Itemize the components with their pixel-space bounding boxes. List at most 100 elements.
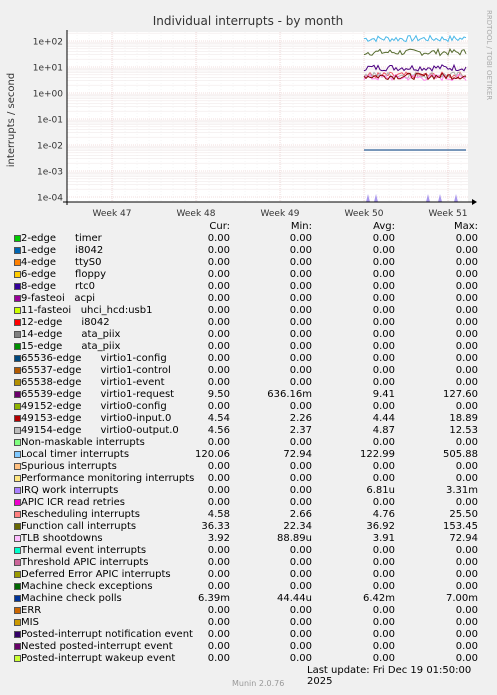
- legend-label: 65538-edge virtio1-event: [21, 377, 165, 388]
- legend-cur: 120.06: [195, 449, 230, 460]
- legend-max: 0.00: [455, 629, 478, 640]
- chart-title: Individual interrupts - by month: [153, 14, 344, 28]
- legend-avg: 0.00: [372, 269, 395, 280]
- legend-swatch: [14, 271, 21, 278]
- legend-avg: 0.00: [372, 653, 395, 664]
- x-tick-label: Week 47: [93, 209, 132, 219]
- legend-min: 0.00: [289, 617, 312, 628]
- legend-label: 8-edge rtc0: [21, 281, 95, 292]
- legend-min: 0.00: [289, 401, 312, 412]
- legend-avg: 6.42m: [362, 593, 395, 604]
- legend-label: Local timer interrupts: [21, 449, 130, 460]
- legend-avg: 0.00: [372, 245, 395, 256]
- legend-row: 6-edge floppy 0.00 0.00 0.00 0.00: [0, 269, 497, 281]
- legend-row: 49154-edge virtio0-output.0 4.56 2.37 4.87 1…: [0, 425, 497, 437]
- legend-swatch: [14, 643, 21, 650]
- legend-row: MIS 0.00 0.00 0.00 0.00: [0, 617, 497, 629]
- legend-swatch: [14, 535, 21, 542]
- legend-cur: 0.00: [207, 653, 230, 664]
- side-label: RRDTOOL / TOBI OETIKER: [485, 10, 493, 100]
- legend-swatch: [14, 295, 21, 302]
- legend-label: 9-fasteoi acpi: [21, 293, 96, 304]
- legend-avg: 0.00: [372, 629, 395, 640]
- legend-swatch: [14, 595, 21, 602]
- legend-label: Thermal event interrupts: [21, 545, 147, 556]
- legend-avg: 0.00: [372, 617, 395, 628]
- legend-cur: 0.00: [207, 377, 230, 388]
- legend-label: 14-edge ata_piix: [21, 329, 121, 340]
- legend-swatch: [14, 379, 21, 386]
- legend-row: APIC ICR read retries 0.00 0.00 0.00 0.00: [0, 497, 497, 509]
- legend-cur: 9.50: [207, 389, 230, 400]
- legend-avg: 0.00: [372, 305, 395, 316]
- legend-label: 65536-edge virtio1-config: [21, 353, 167, 364]
- legend-label: Spurious interrupts: [21, 461, 117, 472]
- legend-label: TLB shootdowns: [21, 533, 103, 544]
- legend-swatch: [14, 463, 21, 470]
- legend-swatch: [14, 259, 21, 266]
- legend-row: 12-edge i8042 0.00 0.00 0.00 0.00: [0, 317, 497, 329]
- legend-cur: 4.56: [207, 425, 230, 436]
- legend-swatch: [14, 247, 21, 254]
- legend-swatch: [14, 319, 21, 326]
- legend-cur: 0.00: [207, 401, 230, 412]
- legend-avg: 0.00: [372, 365, 395, 376]
- legend-cur: 3.92: [207, 533, 230, 544]
- legend-swatch: [14, 307, 21, 314]
- spike-mark: [426, 194, 430, 202]
- legend-cur: 4.54: [207, 413, 230, 424]
- legend-cur: 0.00: [207, 497, 230, 508]
- legend-min: 88.89u: [277, 533, 312, 544]
- legend-label: 65539-edge virtio1-request: [21, 389, 175, 400]
- legend-label: 2-edge timer: [21, 233, 102, 244]
- legend-avg: 0.00: [372, 233, 395, 244]
- legend-max: 0.00: [455, 341, 478, 352]
- header-max: Max:: [453, 221, 478, 232]
- legend-avg: 0.00: [372, 401, 395, 412]
- legend-max: 0.00: [455, 473, 478, 484]
- legend-max: 0.00: [455, 641, 478, 652]
- legend-min: 0.00: [289, 653, 312, 664]
- y-tick-label: 1e-04: [37, 194, 63, 204]
- legend-label: MIS: [21, 617, 39, 628]
- legend-min: 0.00: [289, 485, 312, 496]
- series-line: [363, 63, 467, 72]
- legend-cur: 0.00: [207, 365, 230, 376]
- legend-min: 0.00: [289, 545, 312, 556]
- legend-min: 0.00: [289, 629, 312, 640]
- legend-avg: 0.00: [372, 293, 395, 304]
- legend-cur: 0.00: [207, 569, 230, 580]
- legend-cur: 6.39m: [197, 593, 230, 604]
- legend-max: 72.94: [449, 533, 478, 544]
- legend-row: 1-edge i8042 0.00 0.00 0.00 0.00: [0, 245, 497, 257]
- legend-cur: 0.00: [207, 629, 230, 640]
- legend-cur: 0.00: [207, 581, 230, 592]
- legend-min: 2.37: [289, 425, 312, 436]
- legend-label: 49154-edge virtio0-output.0: [21, 425, 179, 436]
- legend-max: 0.00: [455, 245, 478, 256]
- legend-swatch: [14, 547, 21, 554]
- legend-max: 0.00: [455, 329, 478, 340]
- legend-swatch: [14, 499, 21, 506]
- legend-cur: 0.00: [207, 473, 230, 484]
- header-min: Min:: [290, 221, 312, 232]
- legend-avg: 0.00: [372, 497, 395, 508]
- legend-cur: 0.00: [207, 281, 230, 292]
- legend-min: 0.00: [289, 317, 312, 328]
- plot-area: [67, 32, 468, 202]
- legend-cur: 0.00: [207, 257, 230, 268]
- legend-row: Local timer interrupts 120.06 72.94 122.99 5…: [0, 449, 497, 461]
- legend-avg: 4.87: [372, 425, 395, 436]
- legend-label: 6-edge floppy: [21, 269, 107, 280]
- legend-max: 153.45: [443, 521, 478, 532]
- legend-label: ERR: [21, 605, 42, 616]
- legend-row: 2-edge timer 0.00 0.00 0.00 0.00: [0, 233, 497, 245]
- legend-swatch: [14, 571, 21, 578]
- legend-avg: 4.44: [372, 413, 395, 424]
- legend-swatch: [14, 559, 21, 566]
- legend-label: Non-maskable interrupts: [21, 437, 145, 448]
- y-tick-label: 1e-03: [37, 168, 63, 178]
- series-line: [363, 72, 467, 81]
- legend-label: Machine check exceptions: [21, 581, 153, 592]
- legend-max: 0.00: [455, 317, 478, 328]
